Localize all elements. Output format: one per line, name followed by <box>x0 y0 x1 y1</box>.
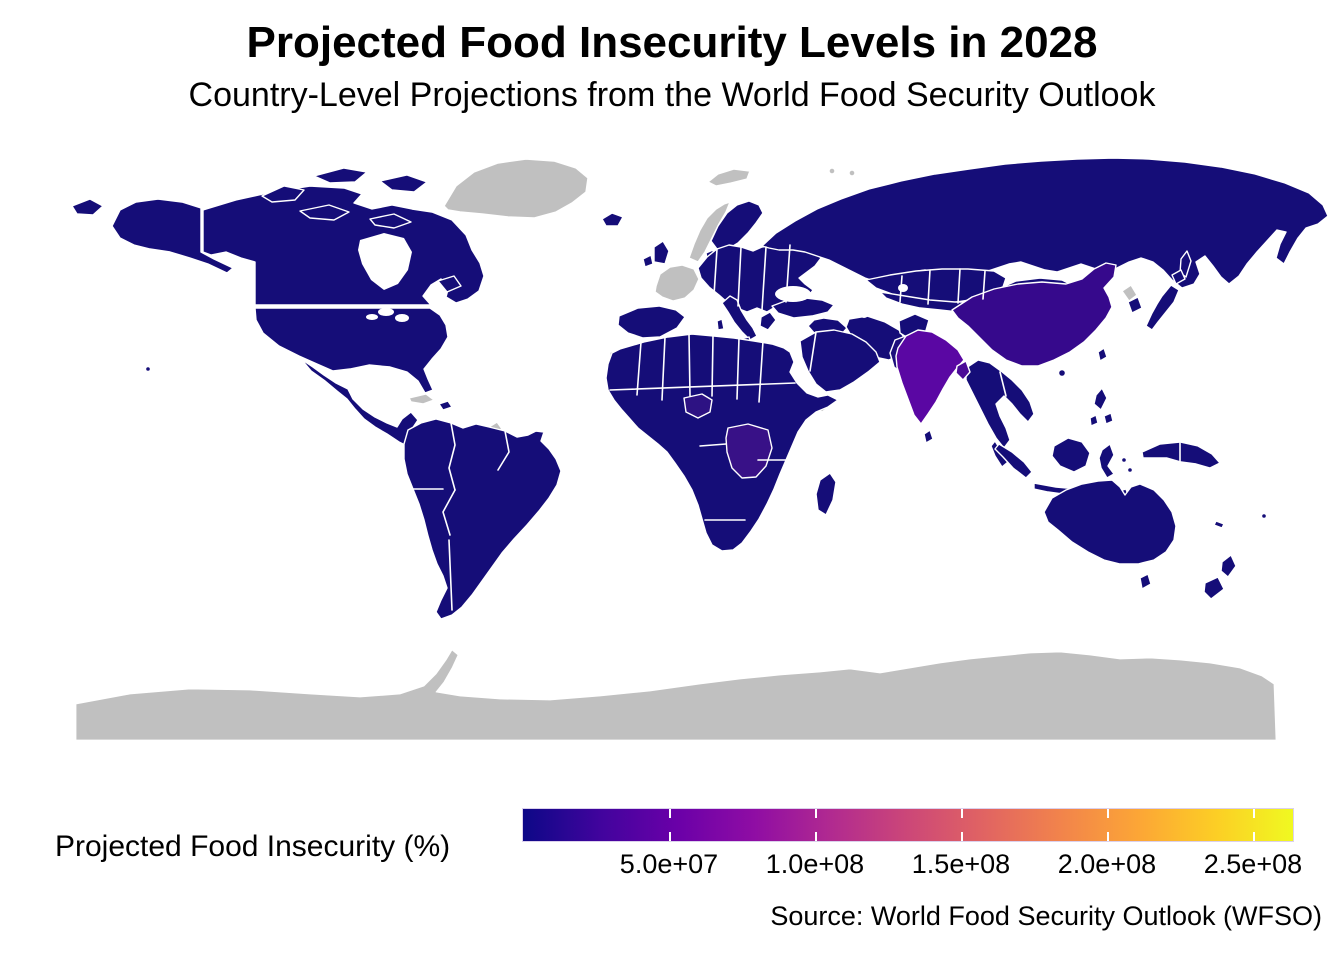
country-china <box>951 262 1117 367</box>
base-value-regions <box>71 157 1329 620</box>
colorbar-tick <box>814 832 817 841</box>
island-franz-josef-2 <box>848 169 856 177</box>
great-lakes-2 <box>395 314 409 322</box>
country-south-korea <box>1127 296 1143 314</box>
country-japan <box>1145 284 1180 331</box>
country-nigeria <box>683 393 713 419</box>
colorbar-tick-label: 5.0e+07 <box>619 849 719 879</box>
colorbar-tick <box>960 832 963 841</box>
country-ireland <box>642 254 654 268</box>
arctic-island <box>313 167 368 184</box>
colorbar-tick-label: 2.0e+08 <box>1057 849 1157 879</box>
hudson-bay <box>358 233 412 290</box>
island-moluccas-2 <box>1126 466 1134 474</box>
colorbar-tick <box>1106 809 1109 818</box>
caspian-sea <box>855 286 873 318</box>
inland-water <box>358 233 908 322</box>
island-sardinia <box>716 318 725 331</box>
country-cuba <box>408 393 435 405</box>
country-russia <box>761 157 1329 289</box>
country-philippines <box>1093 387 1108 411</box>
country-dr-congo <box>725 423 773 479</box>
legend-colorbar <box>522 808 1294 842</box>
island-borneo <box>1051 437 1091 473</box>
country-italy <box>721 295 758 341</box>
country-united-kingdom <box>653 240 670 265</box>
island-tasmania <box>1139 573 1152 590</box>
country-bangladesh <box>955 360 971 381</box>
country-india <box>895 329 965 425</box>
country-canada <box>202 185 485 306</box>
country-borders <box>412 244 1181 611</box>
country-sri-lanka <box>923 429 934 444</box>
legend-title: Projected Food Insecurity (%) <box>55 830 451 863</box>
no-data-regions <box>75 158 1277 741</box>
great-lakes-3 <box>366 314 378 320</box>
fragment-chukotka <box>71 198 104 216</box>
colorbar-tick <box>1252 809 1255 818</box>
colorbar-tick-label: 1.0e+08 <box>765 849 865 879</box>
country-north-korea <box>1121 284 1138 302</box>
island-moluccas <box>1120 456 1128 464</box>
island-fiji <box>1260 512 1268 520</box>
chart-title: Projected Food Insecurity Levels in 2028 <box>246 18 1098 67</box>
aral-sea <box>898 284 908 292</box>
chart-subtitle: Country-Level Projections from the World… <box>188 76 1156 114</box>
island-madagascar <box>815 472 837 516</box>
colorbar-tick <box>668 809 671 818</box>
country-norway <box>688 201 731 263</box>
island-hispaniola <box>438 400 453 411</box>
arctic-island <box>261 185 305 203</box>
colorbar-tick <box>960 809 963 818</box>
region-iberia <box>617 305 686 339</box>
island-sumatra <box>994 443 1033 479</box>
colorbar-tick <box>814 809 817 818</box>
nz-south-island <box>1203 576 1225 600</box>
continent-south-america <box>403 418 562 620</box>
region-alaska <box>111 198 234 274</box>
island-hawaii <box>144 365 152 373</box>
colorbar-tick-label: 1.5e+08 <box>911 849 1011 879</box>
colorbar-tick <box>1252 832 1255 841</box>
island-new-caledonia <box>1213 520 1225 529</box>
island-svalbard <box>707 168 751 187</box>
island-sulawesi <box>1098 443 1115 479</box>
colorbar-tick <box>668 832 671 841</box>
great-lakes <box>378 308 394 316</box>
continent-africa <box>605 333 839 552</box>
island-hainan <box>1057 368 1067 378</box>
island-newfoundland <box>437 275 462 293</box>
country-antarctica <box>75 649 1277 741</box>
region-arabia <box>799 329 881 393</box>
island-philippines-3 <box>1089 414 1099 427</box>
island-hokkaido <box>1171 269 1186 285</box>
highlight-regions <box>683 262 1117 479</box>
island-franz-josef <box>828 167 836 175</box>
country-greenland <box>443 158 589 219</box>
country-france <box>654 264 700 302</box>
arctic-island <box>379 174 428 193</box>
region-indochina <box>965 359 1035 449</box>
colorbar-tick-label: 2.5e+08 <box>1203 849 1303 879</box>
island-new-guinea <box>1141 441 1221 469</box>
island-taiwan <box>1097 347 1108 362</box>
country-iceland <box>601 212 624 227</box>
legend-tick-labels: 5.0e+07 1.0e+08 1.5e+08 2.0e+08 2.5e+08 <box>523 849 1302 881</box>
country-australia <box>1043 479 1177 565</box>
arctic-island <box>299 204 350 221</box>
arctic-island <box>369 213 412 229</box>
country-usa <box>254 307 449 394</box>
colorbar-tick <box>1106 832 1109 841</box>
nz-north-island <box>1220 554 1237 578</box>
black-sea <box>775 286 811 302</box>
country-greece <box>759 311 777 331</box>
source-caption: Source: World Food Security Outlook (WFS… <box>770 901 1322 931</box>
island-philippines-2 <box>1103 412 1114 425</box>
